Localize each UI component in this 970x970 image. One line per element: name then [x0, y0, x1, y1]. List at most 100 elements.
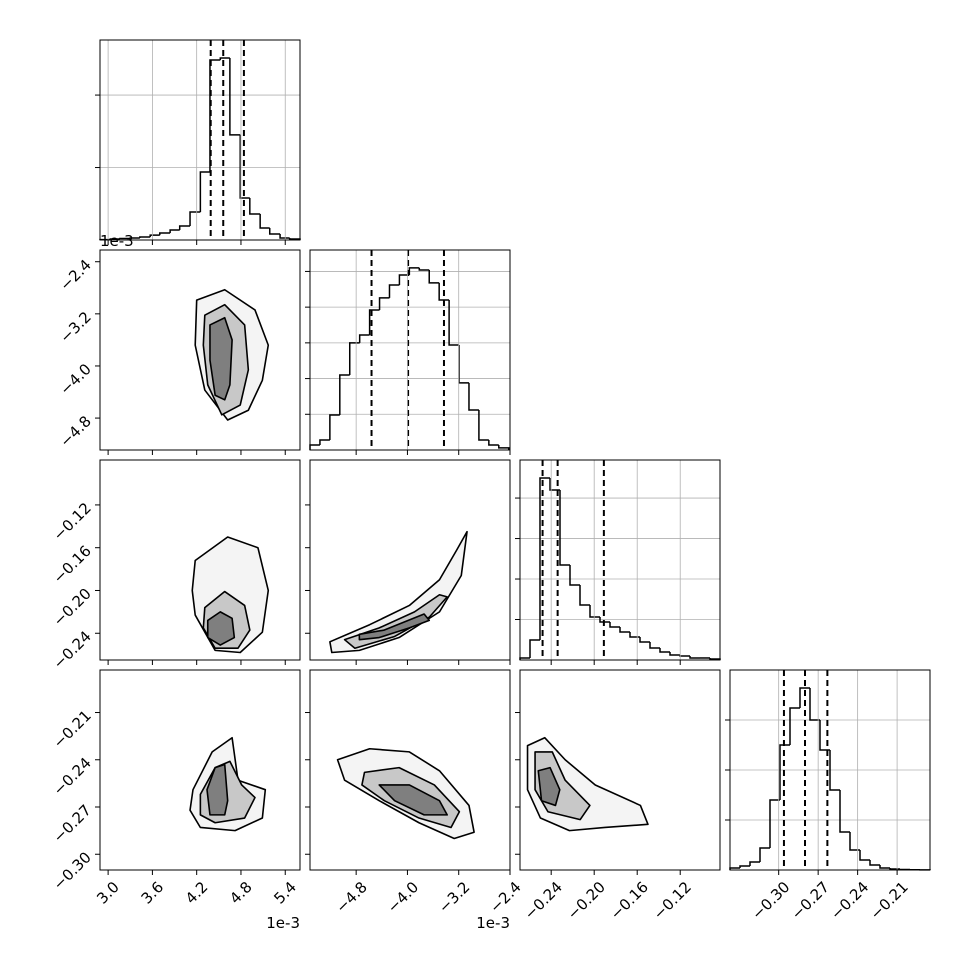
y-tick-label: −0.20 — [50, 585, 95, 630]
histogram-step — [739, 865, 750, 868]
x-tick-label: 4.2 — [182, 878, 212, 908]
histogram-step — [599, 617, 610, 623]
histogram-step — [839, 790, 850, 833]
y-tick-label: −4.0 — [56, 360, 94, 398]
contour — [206, 611, 236, 646]
histogram-step — [539, 477, 550, 640]
histogram-step — [468, 382, 479, 411]
histogram-step — [759, 847, 770, 862]
panel-frame — [99, 249, 301, 451]
panel-frame — [519, 669, 721, 871]
histogram-step — [448, 300, 460, 346]
x-offset-label: 1e-3 — [476, 914, 510, 932]
histogram-step — [819, 720, 830, 751]
histogram-step — [279, 234, 290, 239]
histogram-step — [398, 274, 410, 285]
histogram-step — [609, 622, 620, 628]
y-tick-label: −2.4 — [56, 256, 94, 294]
histogram-step — [368, 309, 380, 335]
histogram-step — [829, 750, 840, 791]
x-tick-label: 5.4 — [270, 878, 300, 908]
histogram-step — [478, 410, 489, 441]
histogram-step — [418, 267, 430, 271]
histogram-step — [579, 585, 590, 606]
histogram-step — [139, 236, 151, 238]
panel-frame — [99, 669, 301, 871]
histogram-step — [679, 654, 690, 657]
histogram-step — [639, 637, 650, 643]
histogram-step — [669, 651, 680, 656]
histogram-step — [869, 860, 880, 866]
contour — [358, 613, 431, 641]
histogram-step — [259, 214, 270, 229]
histogram-step — [378, 297, 390, 310]
x-tick-label: −0.21 — [867, 878, 912, 923]
x-tick-label: −0.12 — [650, 878, 695, 923]
x-tick-label: −0.20 — [564, 878, 609, 923]
y-tick-label: −0.21 — [50, 707, 95, 752]
histogram-step — [659, 648, 670, 653]
histogram-step — [358, 334, 370, 343]
y-tick-label: −0.30 — [50, 848, 95, 893]
contour — [206, 763, 229, 816]
contour — [537, 766, 561, 807]
x-tick-label: −0.27 — [788, 878, 833, 923]
contour — [209, 316, 233, 401]
histogram-step — [229, 57, 241, 136]
histogram-step — [619, 626, 630, 633]
histogram-step — [129, 237, 140, 239]
histogram-step — [559, 489, 570, 566]
x-tick-label: −4.8 — [332, 878, 370, 916]
y-tick-label: −3.2 — [56, 308, 94, 346]
histogram-step — [348, 342, 360, 375]
histogram-step — [319, 439, 330, 445]
histogram-step — [199, 171, 210, 213]
histogram-step — [849, 832, 860, 851]
histogram-step — [388, 284, 400, 298]
x-tick-label: −2.4 — [486, 878, 524, 916]
x-offset-label: 1e-3 — [266, 914, 300, 932]
histogram-step — [689, 656, 700, 659]
histogram-step — [589, 605, 600, 618]
y-tick-label: −0.27 — [50, 801, 95, 846]
histogram-step — [159, 232, 171, 236]
histogram-step — [789, 707, 800, 745]
histogram-step — [329, 414, 340, 440]
x-tick-label: −0.24 — [521, 878, 566, 923]
x-tick-label: −4.0 — [384, 878, 422, 916]
histogram-step — [488, 440, 499, 446]
histogram-step — [649, 642, 660, 649]
histogram-step — [178, 225, 191, 230]
histogram-step — [458, 345, 469, 384]
histogram-step — [629, 631, 640, 638]
x-tick-label: −0.16 — [607, 878, 652, 923]
histogram-step — [249, 197, 261, 215]
histogram-step — [109, 238, 120, 240]
y-tick-label: −0.24 — [50, 627, 95, 672]
panel-frame — [519, 459, 721, 661]
histogram-step — [219, 57, 230, 60]
y-offset-label: 1e-3 — [100, 232, 134, 250]
panel-frame — [309, 669, 511, 871]
histogram-step — [309, 444, 320, 450]
panel-frame — [309, 459, 511, 661]
x-tick-label: 3.6 — [138, 878, 168, 908]
histogram-step — [169, 229, 180, 234]
histogram-step — [749, 861, 760, 866]
histogram-step — [569, 565, 580, 586]
panel-frame — [99, 459, 301, 661]
histogram-step — [889, 868, 900, 870]
panel-frame — [729, 669, 931, 871]
contour — [378, 784, 448, 816]
x-tick-label: −0.24 — [827, 878, 872, 923]
x-tick-label: −3.2 — [435, 878, 473, 916]
y-tick-label: −0.12 — [50, 499, 95, 544]
x-tick-label: 4.8 — [226, 878, 256, 908]
histogram-step — [149, 234, 160, 237]
y-tick-label: −0.24 — [50, 754, 95, 799]
histogram-step — [769, 799, 780, 848]
histogram-step — [859, 850, 870, 861]
histogram-step — [438, 282, 450, 301]
histogram-step — [549, 477, 560, 491]
